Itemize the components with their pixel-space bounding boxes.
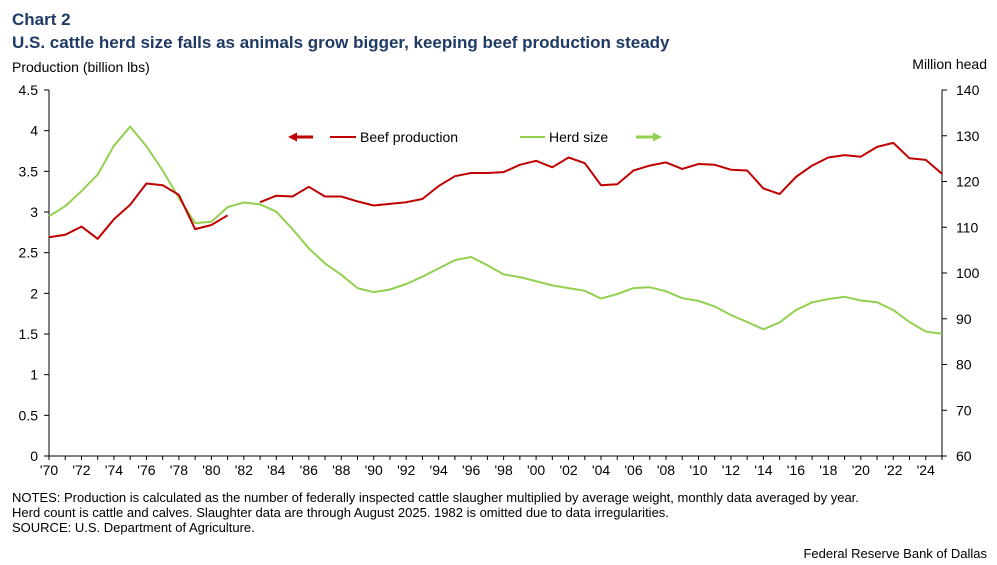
left-tick-label: 2 [30,285,38,301]
right-tick-label: 130 [956,128,980,144]
x-tick-label: '86 [300,462,318,478]
right-tick-label: 100 [956,265,980,281]
x-tick-label: '90 [365,462,383,478]
x-tick-label: '78 [170,462,188,478]
x-tick-label: '02 [559,462,577,478]
left-tick-label: 0.5 [19,407,39,423]
x-tick-label: '74 [105,462,123,478]
chart-label: Chart 2 [12,10,71,29]
x-tick-label: '82 [235,462,253,478]
x-tick-label: '04 [592,462,610,478]
left-tick-label: 3.5 [19,163,39,179]
right-tick-label: 60 [956,448,972,464]
x-tick-label: '08 [657,462,675,478]
right-tick-label: 70 [956,402,972,418]
right-tick-label: 140 [956,82,980,98]
x-tick-label: '84 [267,462,285,478]
right-axis-title: Million head [912,56,987,72]
herd-size-series [48,125,943,335]
x-tick-label: '06 [624,462,642,478]
x-tick-label: '94 [430,462,448,478]
chart-title: U.S. cattle herd size falls as animals g… [12,33,670,52]
note-line-3: SOURCE: U.S. Department of Agriculture. [12,520,255,535]
note-line-1: NOTES: Production is calculated as the n… [12,490,859,505]
left-tick-label: 0 [30,448,38,464]
x-tick-label: '92 [397,462,415,478]
x-tick-label: '20 [852,462,870,478]
herd-size-line [48,125,943,335]
right-arrow-icon [653,132,662,142]
herd-legend-label: Herd size [549,129,608,145]
beef-production-line [259,141,943,207]
left-axis-title: Production (billion lbs) [12,59,150,75]
left-tick-label: 1.5 [19,326,39,342]
left-tick-label: 3 [30,204,38,220]
x-tick-label: '98 [494,462,512,478]
note-line-2: Herd count is cattle and calves. Slaught… [12,505,669,520]
x-tick-label: '72 [72,462,90,478]
x-tick-label: '00 [527,462,545,478]
beef-legend-label: Beef production [360,129,458,145]
x-tick-label: '22 [884,462,902,478]
x-tick-label: '16 [787,462,805,478]
notes: NOTES: Production is calculated as the n… [12,490,987,535]
x-tick-label: '96 [462,462,480,478]
x-tick-label: '70 [40,462,58,478]
x-tick-label: '18 [819,462,837,478]
right-tick-label: 120 [956,174,980,190]
x-tick-label: '80 [202,462,220,478]
right-tick-label: 110 [956,219,979,235]
beef-production-series [48,141,943,240]
x-tick-label: '10 [689,462,707,478]
beef-production-line [48,182,229,240]
x-tick-label: '14 [754,462,772,478]
left-tick-label: 1 [30,367,38,383]
left-tick-label: 2.5 [19,245,39,261]
right-tick-label: 80 [956,357,972,373]
left-arrow-icon [288,132,297,142]
x-tick-label: '24 [917,462,935,478]
axes: 0 0.5 1 1.5 2 2.5 3 3.5 4 4.5 60 70 80 90 100 110 120 130… [19,82,980,478]
left-tick-label: 4.5 [19,82,39,98]
x-tick-label: '76 [137,462,155,478]
x-tick-label: '12 [722,462,740,478]
x-tick-label: '88 [332,462,350,478]
right-tick-label: 90 [956,311,972,327]
series-layer [48,125,943,335]
left-tick-label: 4 [30,123,38,139]
credit: Federal Reserve Bank of Dallas [803,546,987,561]
legend: Beef production Herd size [288,129,662,145]
